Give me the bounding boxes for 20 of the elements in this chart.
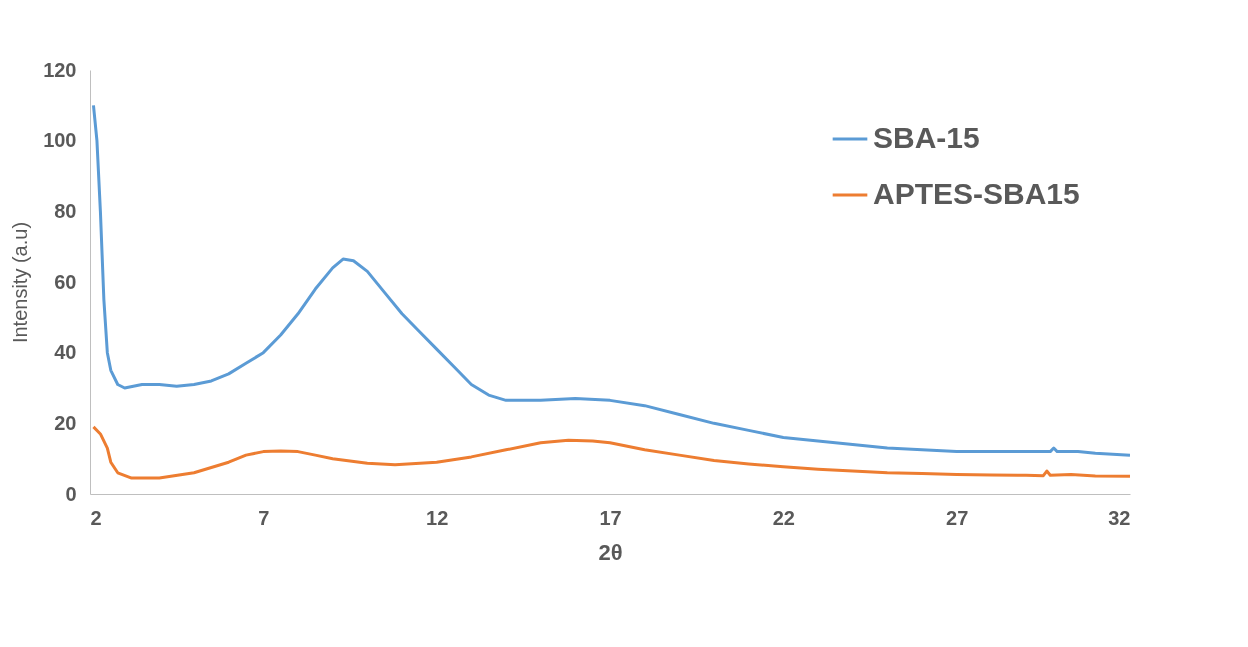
line-series <box>91 103 1132 457</box>
x-tick-label: 32 <box>1108 506 1131 529</box>
legend-label: APTES-SBA15 <box>873 177 1080 210</box>
y-tick-label: 0 <box>65 482 77 505</box>
y-tick-label: 60 <box>54 270 77 293</box>
y-axis-title: Intensity (a.u) <box>9 221 32 344</box>
x-tick-label: 2 <box>90 506 102 529</box>
x-tick-label: 22 <box>772 506 795 529</box>
x-tick-label: 7 <box>258 506 270 529</box>
x-tick-label: 27 <box>946 506 969 529</box>
x-tick-label: 17 <box>599 506 622 529</box>
y-tick-label: 80 <box>54 199 77 222</box>
x-axis-title: 2θ <box>598 539 623 565</box>
y-tick-label: 120 <box>43 58 77 81</box>
y-tick-label: 100 <box>43 129 77 152</box>
y-tick-label: 40 <box>54 341 77 364</box>
legend-label: SBA-15 <box>873 121 980 154</box>
line-series <box>91 425 1132 480</box>
y-tick-label: 20 <box>54 411 77 434</box>
x-tick-label: 12 <box>426 506 449 529</box>
